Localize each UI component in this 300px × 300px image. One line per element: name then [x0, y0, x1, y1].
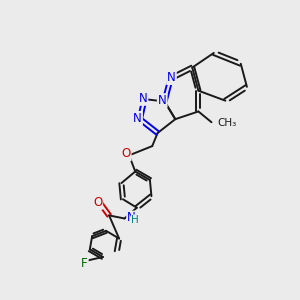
Text: H: H [131, 215, 139, 225]
Text: CH₃: CH₃ [217, 118, 236, 128]
Text: O: O [122, 147, 131, 160]
Text: F: F [81, 257, 88, 270]
Text: N: N [127, 211, 136, 224]
Text: O: O [93, 196, 102, 209]
Text: N: N [158, 94, 167, 107]
Text: N: N [167, 71, 176, 84]
Text: N: N [139, 92, 147, 105]
Text: N: N [133, 112, 142, 125]
